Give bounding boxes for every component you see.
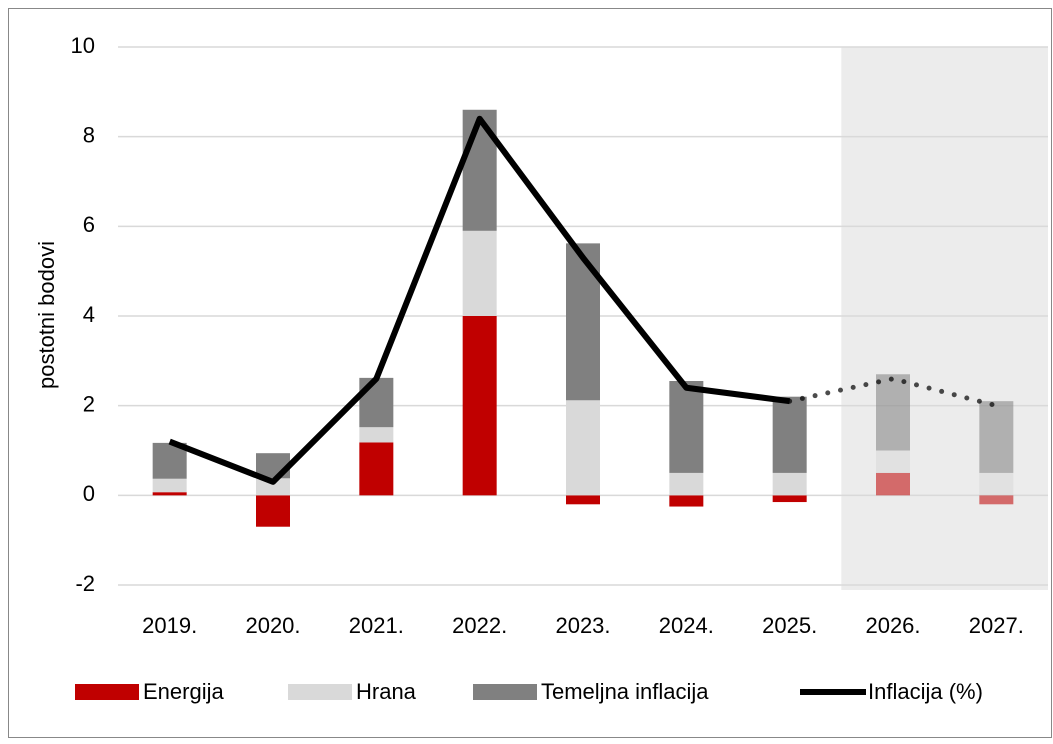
y-tick-label: 8 bbox=[83, 122, 95, 147]
bar-segment bbox=[979, 401, 1014, 473]
bar-segment bbox=[462, 109, 497, 231]
y-tick-label: 4 bbox=[83, 302, 95, 327]
bar-segment bbox=[979, 472, 1014, 496]
bar-segment bbox=[462, 230, 497, 316]
y-tick-label: -2 bbox=[75, 571, 95, 596]
bar-segment bbox=[566, 495, 600, 505]
y-tick-label: 6 bbox=[83, 212, 95, 237]
x-tick-label: 2020. bbox=[245, 613, 300, 638]
x-tick-label: 2021. bbox=[349, 613, 404, 638]
bar-segment bbox=[152, 478, 187, 493]
x-tick-label: 2026. bbox=[865, 613, 920, 638]
legend-swatch bbox=[473, 684, 537, 700]
bar-segment bbox=[359, 427, 394, 443]
x-tick-label: 2024. bbox=[659, 613, 714, 638]
x-tick-label: 2027. bbox=[969, 613, 1024, 638]
bar-segment bbox=[979, 495, 1014, 505]
bar-segment bbox=[669, 472, 704, 496]
legend-swatch bbox=[288, 684, 352, 700]
bar-segment bbox=[462, 316, 497, 496]
legend-swatch bbox=[75, 684, 139, 700]
bar-segment bbox=[876, 472, 910, 496]
bar-segment bbox=[256, 478, 290, 496]
legend-label: Hrana bbox=[356, 679, 417, 704]
bar-segment bbox=[669, 495, 704, 507]
bar-segment bbox=[359, 442, 394, 496]
bar-segment bbox=[566, 400, 600, 496]
legend-label: Inflacija (%) bbox=[868, 679, 983, 704]
bar-segment bbox=[256, 495, 290, 527]
x-tick-label: 2022. bbox=[452, 613, 507, 638]
bar-segment bbox=[359, 377, 394, 428]
legend-label: Energija bbox=[143, 679, 224, 704]
y-tick-label: 10 bbox=[71, 33, 95, 58]
bar-segment bbox=[152, 492, 187, 496]
y-tick-label: 0 bbox=[83, 481, 95, 506]
bar-segment bbox=[772, 495, 807, 503]
y-tick-label: 2 bbox=[83, 391, 95, 416]
x-tick-label: 2023. bbox=[555, 613, 610, 638]
y-axis-label: postotni bodovi bbox=[34, 241, 59, 389]
bar-segment bbox=[669, 381, 704, 473]
x-tick-label: 2019. bbox=[142, 613, 197, 638]
line bbox=[168, 115, 791, 485]
forecast-shade bbox=[841, 47, 1048, 590]
bar-segment bbox=[876, 374, 910, 451]
bar-segment bbox=[876, 450, 910, 473]
x-tick-label: 2025. bbox=[762, 613, 817, 638]
line-forecast bbox=[787, 376, 999, 409]
bar-segment bbox=[772, 396, 807, 473]
bar-segment bbox=[566, 243, 600, 401]
bar-segment bbox=[772, 472, 807, 496]
legend-label: Temeljna inflacija bbox=[541, 679, 709, 704]
